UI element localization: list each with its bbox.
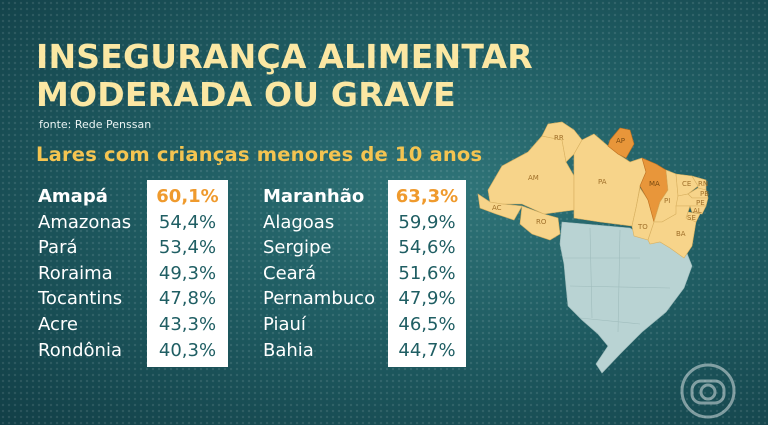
map-label-ro: RO [536, 218, 547, 226]
globo-logo-icon [680, 363, 736, 419]
state-value: 40,3% [158, 339, 217, 361]
state-name: Sergipe [263, 237, 332, 259]
state-value: 54,4% [158, 211, 217, 233]
state-value: 43,3% [158, 313, 217, 335]
map-label-al: AL [693, 207, 702, 215]
brazil-map: RR AP AM PA MA CE RN PB PE AL SE PI AC R… [477, 121, 709, 374]
map-state-ac [477, 193, 523, 221]
state-name: Ceará [263, 262, 317, 284]
state-value: 49,3% [158, 262, 217, 284]
map-label-ma: MA [649, 180, 660, 188]
state-name: Roraima [38, 262, 113, 284]
state-name: Tocantins [38, 288, 123, 310]
map-label-pe: PE [696, 199, 705, 207]
state-value: 51,6% [398, 262, 456, 284]
state-name: Maranhão [263, 186, 365, 207]
map-label-pi: PI [664, 197, 670, 205]
page-title: INSEGURANÇA ALIMENTAR MODERADA OU GRAVE [36, 38, 533, 114]
state-name: Alagoas [263, 211, 335, 233]
state-name: Acre [38, 313, 78, 335]
map-label-ac: AC [492, 204, 502, 212]
left-state-names: Amapá Amazonas Pará Roraima Tocantins Ac… [38, 184, 131, 363]
map-label-ba: BA [676, 230, 686, 238]
state-value: 46,5% [398, 313, 456, 335]
map-state-ba [647, 205, 697, 259]
state-value: 59,9% [398, 211, 456, 233]
state-value: 63,3% [395, 186, 459, 207]
map-label-rr: RR [554, 134, 564, 142]
source-caption: fonte: Rede Penssan [39, 118, 152, 131]
map-state-ce [675, 173, 699, 197]
state-name: Amazonas [38, 211, 132, 233]
map-label-se: SE [687, 214, 696, 222]
left-values-box: 60,1% 54,4% 53,4% 49,3% 47,8% 43,3% 40,3… [147, 180, 228, 368]
right-values-box: 63,3% 59,9% 54,6% 51,6% 47,9% 46,5% 44,7… [388, 180, 466, 368]
map-label-ce: CE [682, 180, 691, 188]
state-name: Rondônia [38, 339, 122, 361]
state-value: 47,9% [398, 288, 456, 310]
subtitle: Lares com crianças menores de 10 anos [36, 143, 483, 166]
title-line-2: MODERADA OU GRAVE [36, 75, 456, 114]
state-value: 54,6% [398, 237, 456, 259]
map-state-ap [607, 127, 635, 159]
state-value: 60,1% [156, 186, 219, 207]
map-label-rn: RN [698, 180, 708, 188]
state-name: Piauí [263, 313, 306, 335]
map-state-al [689, 205, 707, 215]
map-label-pa: PA [598, 178, 607, 186]
map-label-am: AM [528, 174, 539, 182]
map-label-to: TO [637, 223, 648, 231]
map-state-ro [519, 205, 561, 241]
state-value: 53,4% [158, 237, 217, 259]
state-name: Pernambuco [263, 288, 376, 310]
right-state-names: Maranhão Alagoas Sergipe Ceará Pernambuc… [263, 184, 375, 363]
map-label-ap: AP [616, 137, 625, 145]
map-label-pb: PB [700, 190, 709, 198]
state-name: Bahia [263, 339, 314, 361]
title-line-1: INSEGURANÇA ALIMENTAR [36, 37, 533, 76]
state-value: 44,7% [398, 339, 456, 361]
state-name: Pará [38, 237, 78, 259]
state-name: Amapá [38, 186, 108, 207]
state-value: 47,8% [158, 288, 217, 310]
